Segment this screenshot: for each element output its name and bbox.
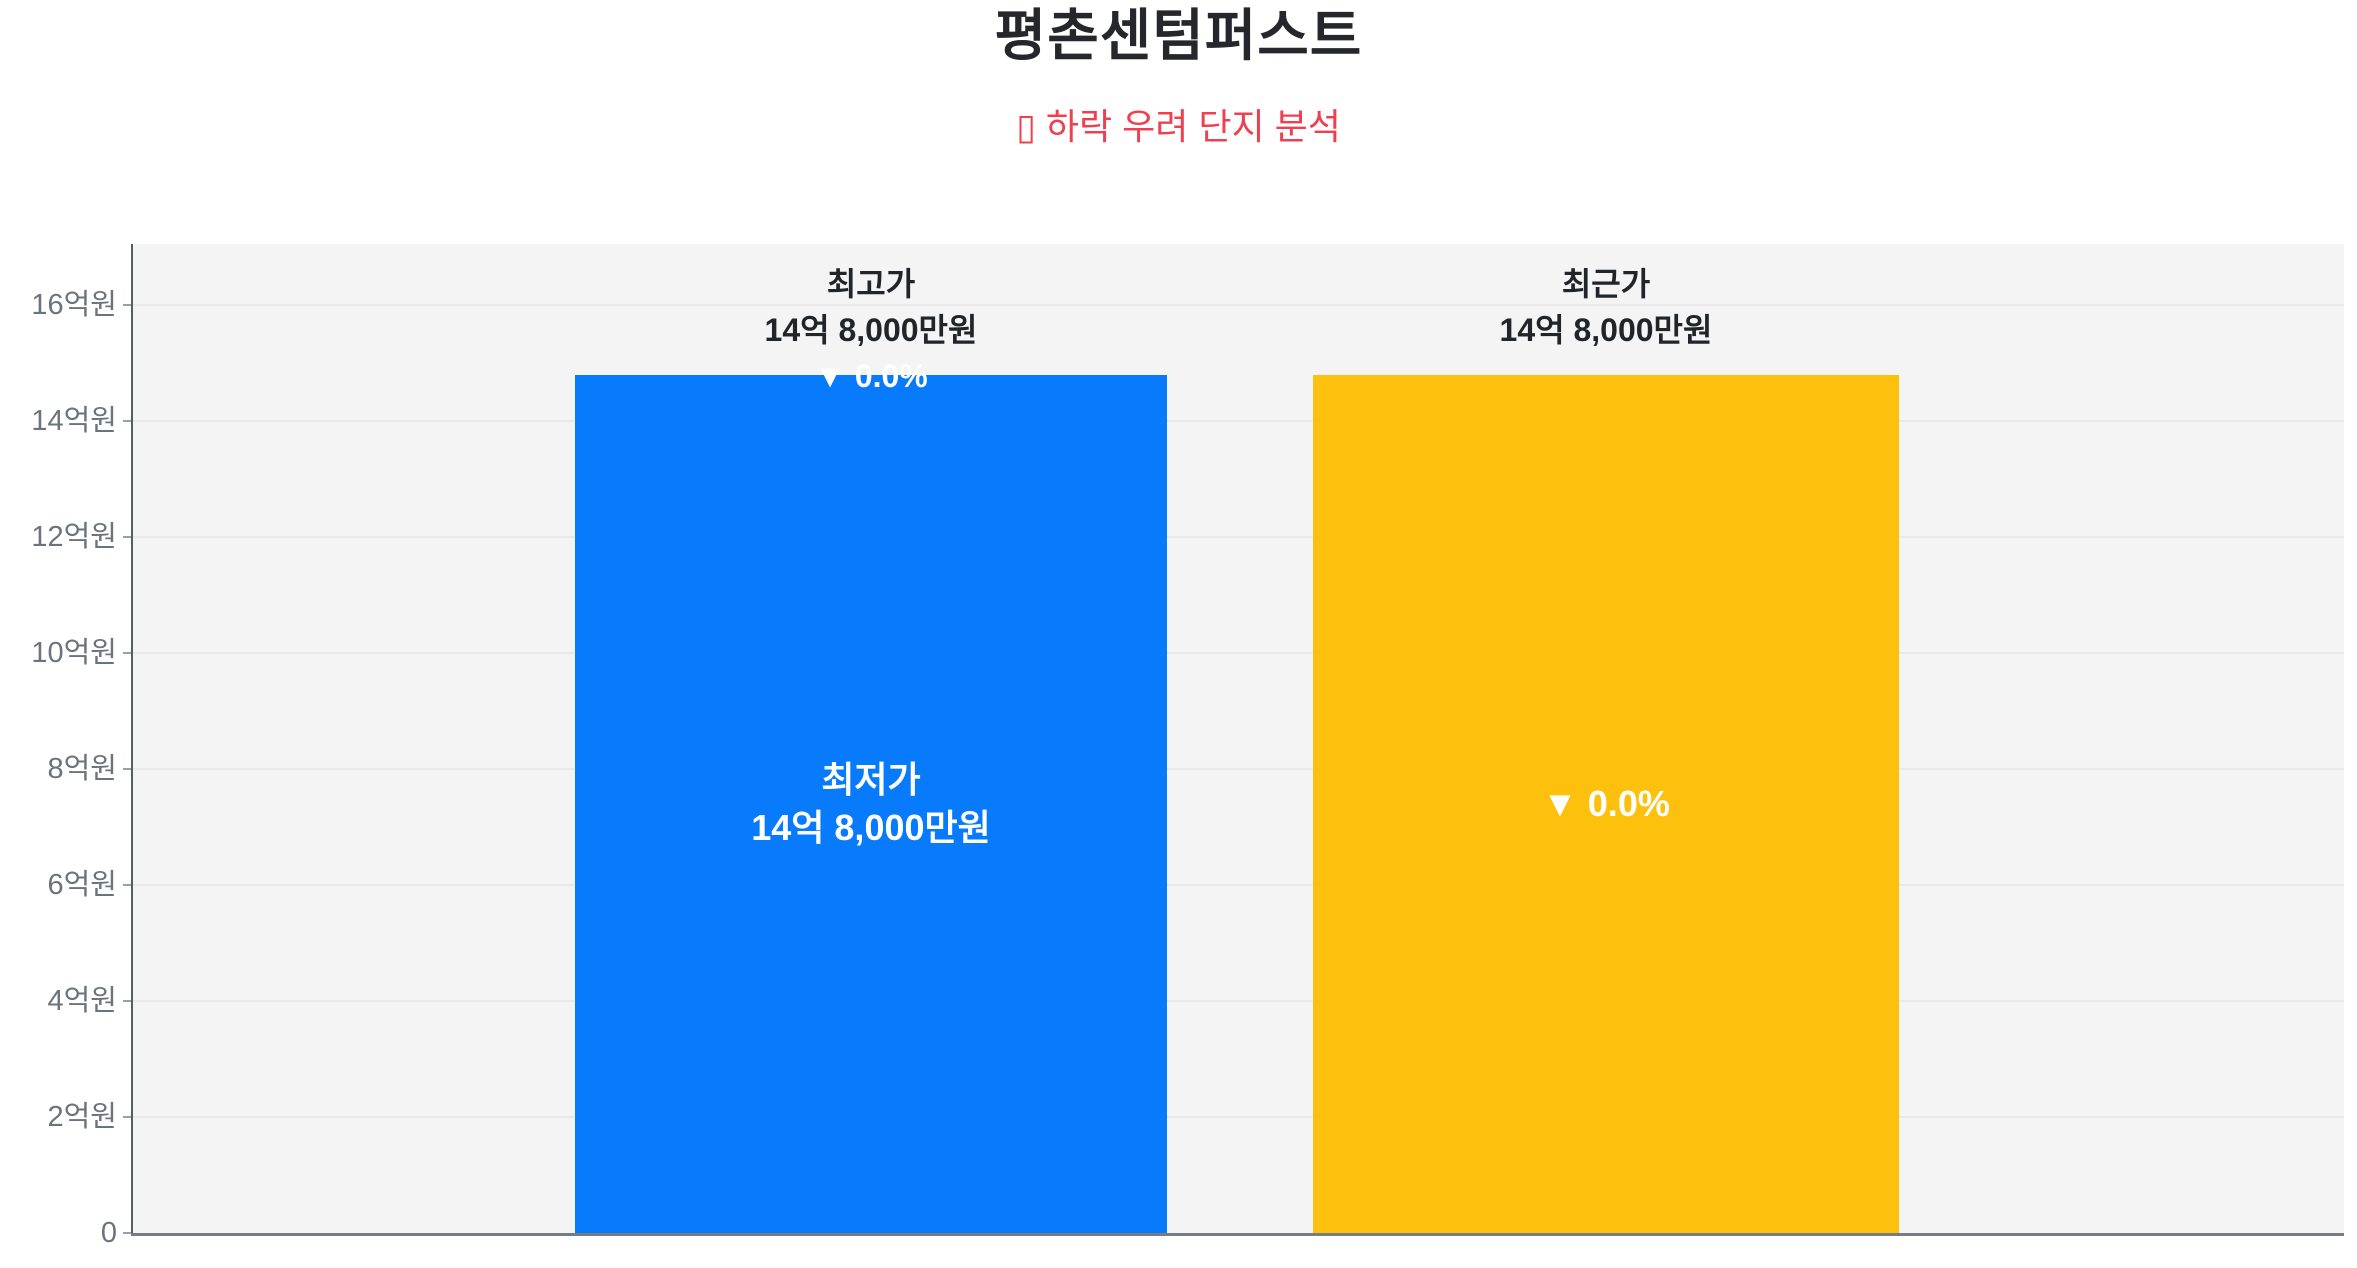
gridline — [133, 535, 2344, 538]
gridline — [133, 1115, 2344, 1118]
bar-inner-label: 14억 8,000만원 — [751, 806, 991, 848]
bar-price-label: 14억 8,000만원 — [1499, 311, 1713, 348]
bar-inner-label: 최저가 — [821, 758, 921, 800]
bar-top-annotation-recent-price: 최근가 14억 8,000만원 — [1206, 261, 2006, 353]
plot-area: 최고가 14억 8,000만원 ▼ 0.0% 최저가 14억 8,000만원 최근가 14억… — [133, 244, 2344, 1233]
gridline — [133, 419, 2344, 422]
bar-recent-price — [1313, 374, 1899, 1233]
bar-inner-label: ▼ 0.0% — [1542, 782, 1670, 824]
y-axis-tick-label: 16억원 — [31, 288, 117, 321]
bar-name-label: 최고가 — [826, 265, 916, 302]
y-axis-tick — [123, 419, 133, 422]
y-axis-tick — [123, 767, 133, 770]
bar-inner-annotation-recent-price: ▼ 0.0% — [1206, 780, 2006, 828]
y-axis-tick — [123, 1115, 133, 1118]
y-axis-tick-label: 8억원 — [47, 752, 118, 785]
bar-inner-annotation-highest-price: 최저가 14억 8,000만원 — [471, 756, 1271, 852]
y-axis-tick-label: 4억원 — [47, 984, 118, 1017]
y-axis-tick — [123, 999, 133, 1002]
y-axis-tick-label: 14억원 — [31, 404, 117, 437]
y-axis-tick-label: 0 — [100, 1217, 117, 1249]
gridline — [133, 883, 2344, 886]
page-subtitle: ▯ 하락 우려 단지 분석 — [1016, 106, 1341, 147]
y-axis-tick-label: 2억원 — [47, 1100, 118, 1133]
y-axis-tick-label: 12억원 — [31, 520, 117, 553]
y-axis-tick — [123, 651, 133, 654]
x-axis-line — [131, 1233, 2344, 1236]
bar-highest-price — [575, 374, 1167, 1233]
y-axis-line — [131, 244, 133, 1236]
bar-price-label: 14억 8,000만원 — [764, 311, 978, 348]
page-title: 평촌센텀퍼스트 — [994, 4, 1363, 67]
gridline — [133, 999, 2344, 1002]
gridline — [133, 303, 2344, 306]
y-axis-tick — [123, 303, 133, 306]
y-axis-tick — [123, 1232, 133, 1234]
bar-name-label: 최근가 — [1561, 265, 1651, 302]
gridline — [133, 651, 2344, 654]
y-axis-tick — [123, 535, 133, 538]
y-axis-tick-label: 6억원 — [47, 868, 118, 901]
gridline — [133, 767, 2344, 770]
y-axis-tick-label: 10억원 — [31, 636, 117, 669]
y-axis-tick — [123, 883, 133, 886]
bar-top-annotation-highest-price: 최고가 14억 8,000만원 ▼ 0.0% — [471, 261, 1271, 399]
bar-change-label: ▼ 0.0% — [814, 357, 928, 394]
